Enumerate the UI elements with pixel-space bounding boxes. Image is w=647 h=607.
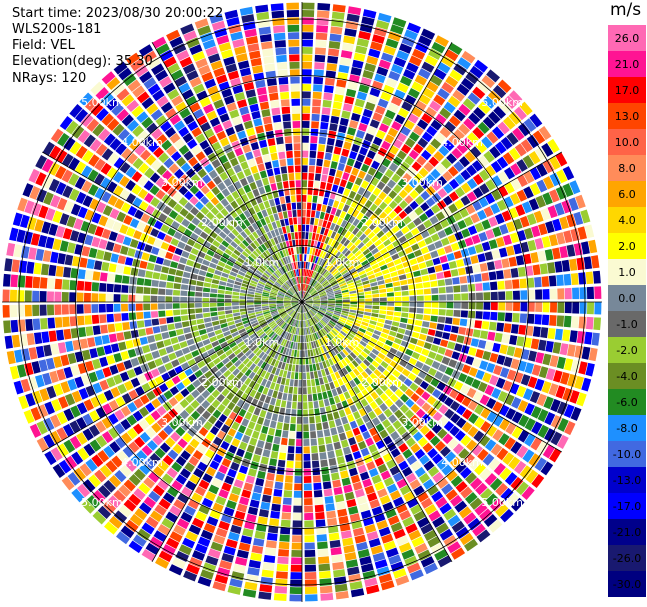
range-ring-label: 5.00km — [481, 496, 523, 509]
azimuth-spoke — [41, 301, 303, 453]
colorbar-tick-label: 13.0 — [615, 110, 640, 123]
radar-gates — [2, 2, 602, 602]
range-ring-label: 2.00km — [361, 216, 403, 229]
azimuth-spoke — [301, 151, 563, 303]
radar-ppi-plot: 1.0km 2.00km 3.00km 4.00km 5.00km 1.0km 2.00km… — [2, 2, 602, 602]
range-ring-label: 5.00km — [81, 96, 123, 109]
range-ring-label: 1.0km — [245, 256, 280, 269]
range-ring-label: 3.00km — [161, 176, 203, 189]
field-label: Field: VEL — [12, 38, 75, 53]
colorbar-swatch — [608, 467, 646, 493]
colorbar-tick-label: 17.0 — [615, 84, 640, 97]
azimuth-spoke — [301, 301, 563, 453]
colorbar-swatch — [608, 103, 646, 129]
range-ring-label: 1.0km — [245, 336, 280, 349]
colorbar-swatch — [608, 441, 646, 467]
nrays-label: NRays: 120 — [12, 71, 87, 86]
colorbar-tick-label: 10.0 — [615, 136, 640, 149]
range-ring-label: 4.00km — [441, 456, 483, 469]
velocity-colorbar: 26.0 21.0 17.0 13.0 10.0 8.0 6.0 4.0 2.0 1.0 0.0 -1… — [608, 25, 646, 597]
azimuth-spoke — [151, 301, 303, 563]
colorbar-swatch — [608, 337, 646, 363]
range-ring-label: 3.00km — [401, 416, 443, 429]
colorbar-swatch — [608, 285, 646, 311]
colorbar-swatch — [608, 207, 646, 233]
colorbar-tick-label: 8.0 — [618, 162, 636, 175]
colorbar-tick-label: -17.0 — [613, 500, 641, 513]
colorbar-tick-label: -8.0 — [616, 422, 637, 435]
colorbar-swatch — [608, 519, 646, 545]
colorbar-tick-label: 4.0 — [618, 214, 636, 227]
colorbar-swatch — [608, 155, 646, 181]
colorbar-swatch — [608, 311, 646, 337]
range-ring-label: 2.00km — [201, 376, 243, 389]
range-ring-label: 1.0km — [325, 256, 360, 269]
colorbar-tick-label: 2.0 — [618, 240, 636, 253]
colorbar-tick-label: -1.0 — [616, 318, 637, 331]
colorbar-swatch — [608, 259, 646, 285]
colorbar-swatch — [608, 233, 646, 259]
colorbar-tick-label: -2.0 — [616, 344, 637, 357]
range-ring-label: 4.00km — [441, 136, 483, 149]
colorbar-swatch — [608, 51, 646, 77]
colorbar-tick-label: -30.0 — [613, 578, 641, 591]
colorbar-swatch — [608, 389, 646, 415]
range-ring-label: 5.00km — [81, 496, 123, 509]
range-ring-label: 5.00km — [481, 96, 523, 109]
azimuth-spoke — [41, 151, 303, 303]
colorbar-swatch — [608, 77, 646, 103]
colorbar-swatch — [608, 415, 646, 441]
colorbar-swatch — [608, 129, 646, 155]
range-ring-label: 2.00km — [361, 376, 403, 389]
colorbar-tick-label: -26.0 — [613, 552, 641, 565]
colorbar-swatch — [608, 545, 646, 571]
azimuth-spoke — [151, 41, 303, 303]
colorbar-swatch — [608, 571, 646, 597]
range-ring-label: 3.00km — [161, 416, 203, 429]
colorbar-tick-label: 26.0 — [615, 32, 640, 45]
colorbar-swatch — [608, 493, 646, 519]
colorbar-swatch — [608, 25, 646, 51]
colorbar-tick-label: 0.0 — [618, 292, 636, 305]
colorbar-tick-label: -6.0 — [616, 396, 637, 409]
range-ring-label: 2.00km — [201, 216, 243, 229]
colorbar-tick-label: -21.0 — [613, 526, 641, 539]
colorbar-tick-label: -10.0 — [613, 448, 641, 461]
colorbar-tick-label: 6.0 — [618, 188, 636, 201]
station-label: WLS200s-181 — [12, 22, 102, 37]
colorbar-unit: m/s — [610, 0, 642, 20]
range-ring-label: 1.0km — [325, 336, 360, 349]
range-ring-label: 4.00km — [121, 136, 163, 149]
colorbar-swatch — [608, 363, 646, 389]
colorbar-tick-label: 1.0 — [618, 266, 636, 279]
elevation-label: Elevation(deg): 35.30 — [12, 54, 153, 69]
range-ring-label: 4.00km — [121, 456, 163, 469]
start-time-label: Start time: 2023/08/30 20:00:22 — [12, 6, 224, 21]
colorbar-swatch — [608, 181, 646, 207]
azimuth-spoke — [301, 41, 453, 303]
range-ring-label: 3.00km — [401, 176, 443, 189]
azimuth-spoke — [301, 301, 453, 563]
colorbar-tick-label: -13.0 — [613, 474, 641, 487]
range-rings: 1.0km 2.00km 3.00km 4.00km 5.00km 1.0km 2.00km… — [2, 2, 602, 602]
colorbar-tick-label: -4.0 — [616, 370, 637, 383]
colorbar-tick-label: 21.0 — [615, 58, 640, 71]
